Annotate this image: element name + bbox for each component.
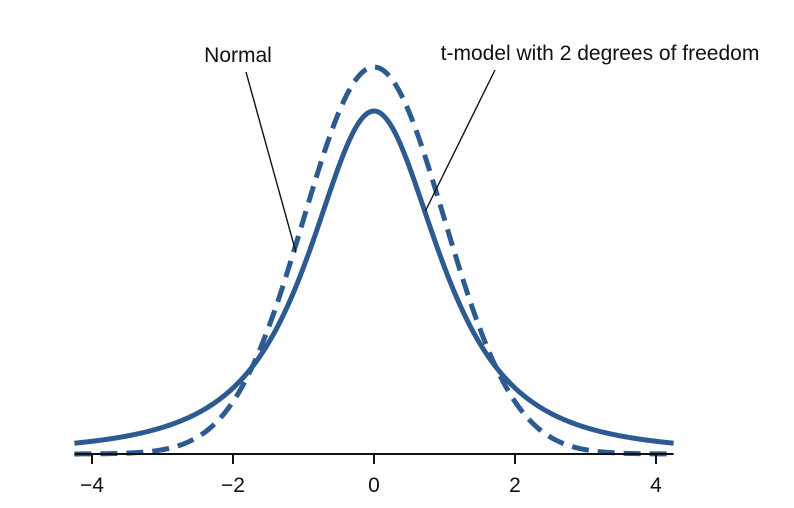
t-model-annotation: t-model with 2 degrees of freedom: [441, 42, 760, 65]
normal-leader-line: [245, 71, 297, 253]
t-model-leader-line: [424, 69, 496, 212]
series-line-normal: [74, 64, 674, 457]
x-tick-label: 0: [368, 474, 380, 497]
x-tick-layer: −4 −2 0 2 4: [80, 454, 662, 497]
series-line-t-model: [74, 108, 674, 446]
normal-annotation: Normal: [204, 44, 272, 67]
x-tick-label: 2: [509, 474, 521, 497]
x-tick-label: 4: [650, 474, 662, 497]
x-tick-label: −2: [221, 474, 245, 497]
x-tick-label: −4: [80, 474, 104, 497]
series-layer: [74, 64, 674, 457]
